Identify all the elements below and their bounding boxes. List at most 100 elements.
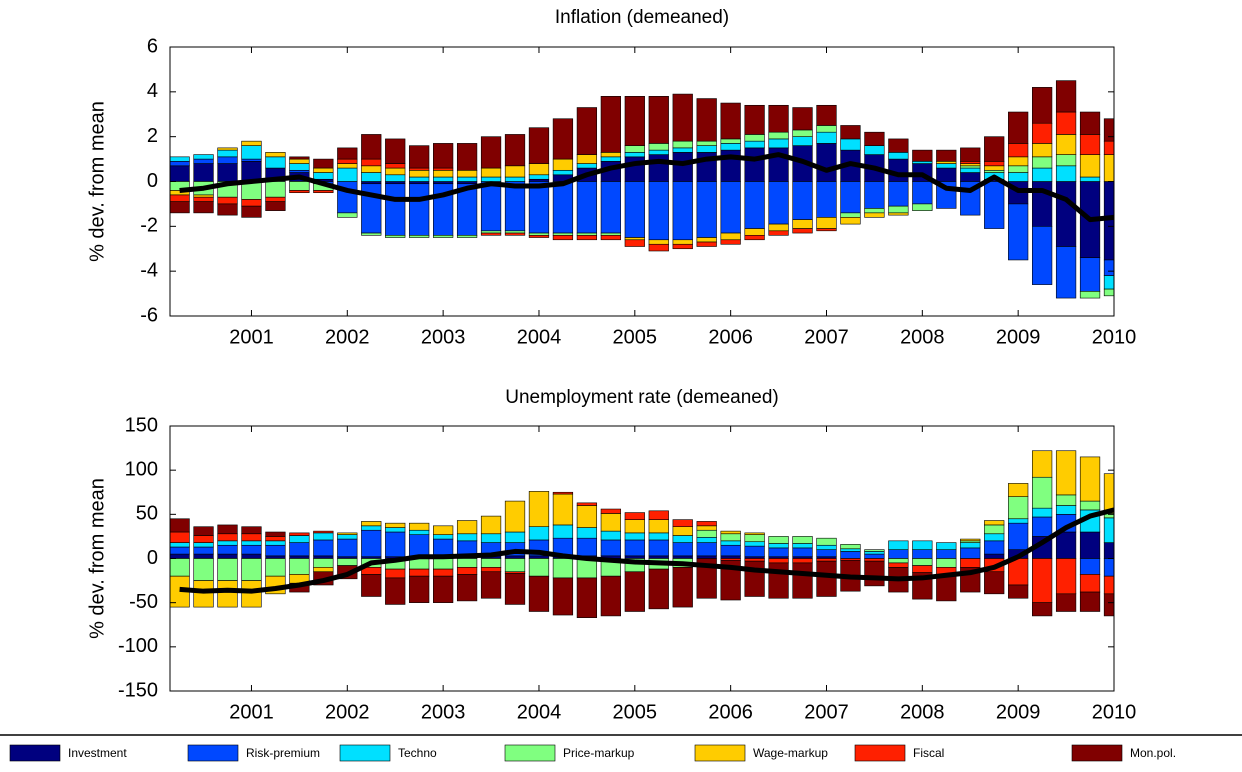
x-tick-label: 2006 <box>708 701 753 723</box>
bar-segment <box>409 176 430 182</box>
bar-segment <box>170 194 190 202</box>
x-tick-label: 2009 <box>996 326 1041 348</box>
bar-segment <box>504 573 526 605</box>
bar-segment <box>648 239 669 245</box>
bar-segment <box>361 158 382 167</box>
bar-segment <box>984 181 1005 229</box>
bar-segment <box>600 156 621 162</box>
y-tick-label: -2 <box>140 215 158 237</box>
bar-segment <box>744 147 765 182</box>
bar-segment <box>984 169 1005 173</box>
bar-segment <box>313 530 334 534</box>
bar-segment <box>313 190 334 194</box>
bar-segment <box>648 149 669 155</box>
bar-segment <box>217 196 238 205</box>
bar-segment <box>504 134 526 167</box>
bar-segment <box>816 537 837 546</box>
bar-segment <box>984 571 1005 595</box>
bar-segment <box>289 156 310 160</box>
bar-segment <box>984 533 1005 542</box>
bar-segment <box>672 535 693 543</box>
bar-segment <box>289 190 310 194</box>
y-tick-label: -4 <box>140 259 158 281</box>
bar-segment <box>864 558 885 562</box>
total-line <box>179 507 1114 594</box>
bar-segment <box>696 521 717 527</box>
bar-segment <box>864 131 885 146</box>
bar-segment <box>217 163 238 182</box>
bar-segment <box>840 138 861 151</box>
bar-segment <box>960 542 981 549</box>
bar-segment <box>265 540 286 546</box>
bar-segment <box>864 551 885 555</box>
y-tick-label: 0 <box>147 547 158 569</box>
bar-segment <box>504 165 526 178</box>
y-tick-label: -6 <box>140 304 158 326</box>
bar-segment <box>313 539 334 557</box>
y-tick-label: 150 <box>125 414 158 436</box>
bar-segment <box>361 181 382 185</box>
bar-segment <box>648 181 669 241</box>
bar-segment <box>576 235 598 241</box>
bar-segment <box>768 558 789 564</box>
bar-segment <box>1055 494 1077 506</box>
bar-segment <box>1008 518 1029 524</box>
bar-segment <box>552 181 574 234</box>
bar-segment <box>337 212 358 218</box>
x-tick-label: 2002 <box>325 701 370 723</box>
bar-segment <box>600 181 621 234</box>
bar-segment <box>361 232 382 236</box>
bar-segment <box>385 527 406 533</box>
bar-segment <box>241 158 262 162</box>
bar-segment <box>528 174 550 180</box>
bar-segment <box>720 544 741 557</box>
bar-segment <box>170 161 190 167</box>
bar-segment <box>864 553 885 559</box>
bar-segment <box>193 163 214 182</box>
bar-segment <box>289 169 310 173</box>
bar-segment <box>193 201 214 214</box>
bar-segment <box>361 172 382 182</box>
bar-segment <box>1031 87 1053 124</box>
bar-segment <box>1031 156 1053 169</box>
total-line <box>179 152 1114 223</box>
legend-swatch <box>9 744 61 762</box>
legend-swatch <box>854 744 906 762</box>
bar-segment <box>289 542 310 557</box>
bar-segment <box>864 145 885 155</box>
bar-segment <box>624 237 645 241</box>
bar-segment <box>864 549 885 552</box>
bar-segment <box>792 219 813 229</box>
bar-segment <box>193 526 214 536</box>
bar-segment <box>984 165 1005 171</box>
bar-segment <box>912 558 933 566</box>
bar-segment <box>265 558 286 577</box>
bar-segment <box>170 165 190 182</box>
bar-segment <box>217 156 238 164</box>
bar-segment <box>840 548 861 552</box>
bar-segment <box>528 181 550 234</box>
bar-segment <box>409 575 430 603</box>
y-axis-label: % dev. from mean <box>86 478 108 639</box>
y-tick-label: 100 <box>125 458 158 480</box>
bar-segment <box>528 558 550 577</box>
bar-segment <box>888 212 909 216</box>
y-tick-label: 6 <box>147 35 158 57</box>
x-tick-label: 2003 <box>421 326 466 348</box>
bar-segment <box>241 205 262 218</box>
bar-segment <box>960 161 981 164</box>
bar-segment <box>409 183 430 236</box>
bar-segment <box>241 145 262 160</box>
x-tick-label: 2001 <box>229 701 274 723</box>
bar-segment <box>840 544 861 550</box>
bar-segment <box>960 172 981 182</box>
bar-segment <box>456 176 478 182</box>
bar-segment <box>696 555 717 559</box>
x-tick-label: 2001 <box>229 326 274 348</box>
bar-segment <box>552 235 574 241</box>
bar-segment <box>552 169 574 176</box>
bar-segment <box>576 577 598 618</box>
bar-segment <box>528 163 550 176</box>
bar-segment <box>504 500 526 533</box>
bar-segment <box>241 540 262 546</box>
